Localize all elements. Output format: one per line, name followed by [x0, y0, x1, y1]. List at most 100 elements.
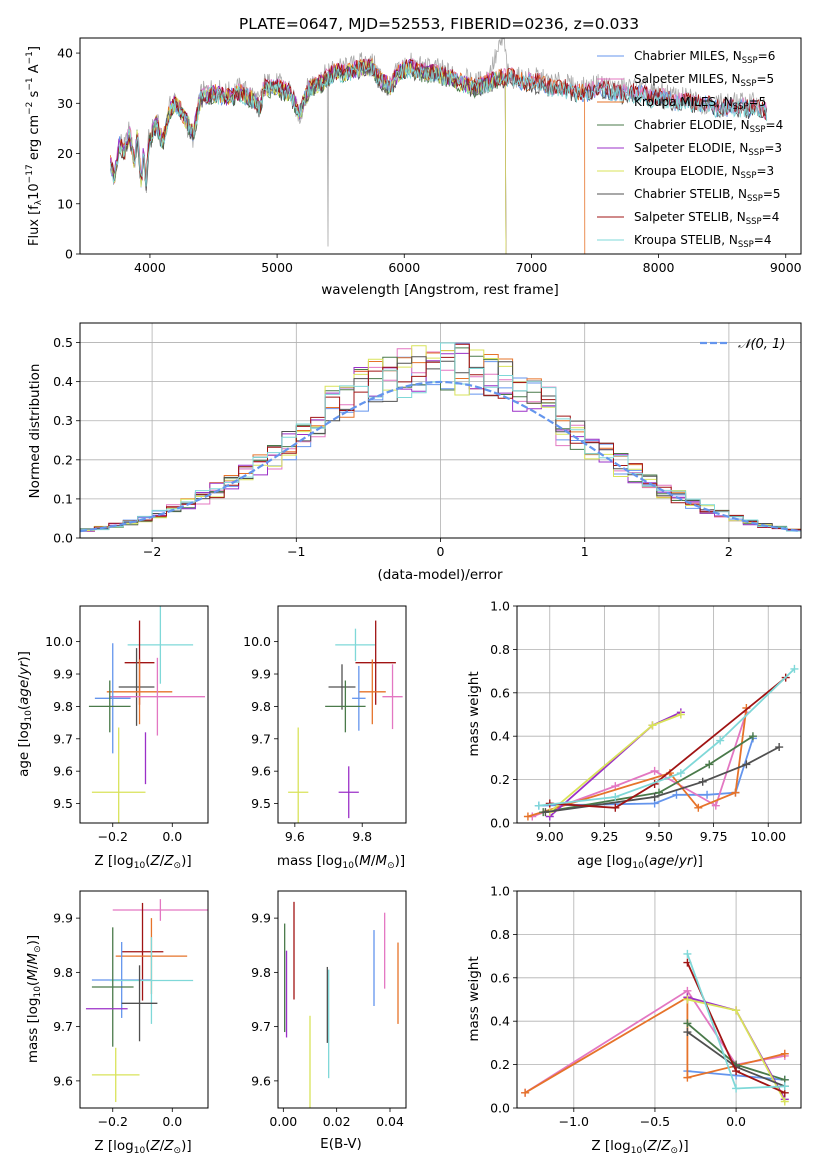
p4-ytick-label: 10.0 — [243, 634, 271, 649]
plus-marker — [672, 790, 681, 799]
p1-axes-frame — [79, 37, 802, 255]
p5-xtick-label: 9.00 — [536, 829, 564, 844]
massweight-age-ylabel: mass weight — [466, 671, 482, 756]
p2-ytick-label: 0.5 — [53, 335, 73, 350]
p4-xtick-label: 9.6 — [285, 829, 305, 844]
massweight-series — [541, 743, 784, 817]
legend-entry-label: Kroupa ELODIE, NSSP=3 — [634, 164, 774, 181]
p8-ytick-label: 1.0 — [490, 884, 510, 899]
normal-reference-curve — [80, 380, 801, 533]
p3-ytick-label: 9.9 — [53, 667, 73, 682]
plus-marker — [611, 803, 620, 812]
errorbar-point — [91, 927, 134, 1047]
p2-ytick-label: 0.1 — [53, 491, 73, 506]
legend-entry-label: Kroupa MILES, NSSP=5 — [634, 95, 766, 112]
errorbar-point — [109, 937, 194, 1024]
p3-axes-frame — [79, 605, 209, 824]
p8-ytick-label: 0.4 — [490, 1014, 510, 1029]
p2-ytick-label: 0.4 — [53, 374, 73, 389]
p8-xtick-label: −0.5 — [640, 1114, 670, 1129]
plus-marker — [611, 792, 620, 801]
plus-marker — [780, 1097, 789, 1106]
p7-xtick-label: 0.00 — [269, 1114, 297, 1129]
plus-marker — [731, 788, 740, 797]
p1-xtick-label: 9000 — [770, 260, 802, 275]
p1-xtick-label: 7000 — [516, 260, 548, 275]
p5-xtick-label: 10.00 — [750, 829, 786, 844]
legend-entry-label: Salpeter STELIB, NSSP=4 — [634, 210, 779, 227]
age-mass-xlabel: mass [log10(M/M⊙)] — [277, 853, 405, 871]
p2-xtick-label: −2 — [143, 544, 161, 559]
p4-ytick-label: 9.9 — [251, 667, 271, 682]
errorbar-point — [91, 727, 146, 823]
plus-marker — [611, 782, 620, 791]
p5-ytick-label: 0.8 — [490, 642, 510, 657]
massweight-series — [545, 710, 685, 817]
p1-xtick-label: 8000 — [643, 260, 675, 275]
spectrum-series-group — [110, 38, 768, 254]
p5-xtick-label: 9.25 — [590, 829, 618, 844]
p1-ytick-label: 20 — [57, 146, 73, 161]
mass-vs-metallicity-panel: −0.2 0.0 9.6 9.7 9.8 9.9 Z [log10(Z/Z⊙)] mass… — [25, 890, 209, 1156]
massweight-z-xlabel: Z [log10(Z/Z⊙)] — [591, 1138, 688, 1156]
errorbar-point — [335, 628, 376, 662]
plus-marker — [650, 766, 659, 775]
p1-ytick-label: 30 — [57, 96, 73, 111]
p6-ytick-label: 9.9 — [53, 911, 73, 926]
plus-marker — [683, 1073, 692, 1082]
legend-entry-label: Chabrier MILES, NSSP=6 — [634, 49, 775, 66]
histogram-step-line — [80, 342, 801, 538]
massweight-series — [683, 995, 789, 1106]
p3-xtick-label: −0.2 — [98, 829, 128, 844]
p8-axes-frame — [516, 890, 802, 1109]
p3-ytick-label: 9.6 — [53, 764, 73, 779]
p6-xtick-label: 0.0 — [162, 1114, 182, 1129]
p5-ytick-label: 0.6 — [490, 685, 510, 700]
p6-ytick-label: 9.8 — [53, 965, 73, 980]
histogram-ylabel: Normed distribution — [27, 364, 43, 499]
massweight-line — [549, 676, 787, 809]
plus-marker — [705, 760, 714, 769]
p5-ytick-label: 0.2 — [490, 772, 510, 787]
p3-ytick-label: 10.0 — [45, 634, 73, 649]
p1-xtick-label: 5000 — [261, 260, 293, 275]
legend-entry-label: Salpeter ELODIE, NSSP=3 — [634, 141, 782, 158]
plus-marker — [676, 710, 685, 719]
p1-ytick-label: 40 — [57, 46, 73, 61]
plus-marker — [648, 721, 657, 730]
massweight-series — [534, 664, 799, 810]
p8-ytick-label: 0.2 — [490, 1057, 510, 1072]
p4-ytick-label: 9.7 — [251, 731, 271, 746]
legend-entry-label: Kroupa STELIB, NSSP=4 — [634, 233, 772, 250]
p1-ytick-label: 10 — [57, 196, 73, 211]
errorbar-point — [106, 659, 173, 725]
errorbar-point — [91, 1047, 140, 1103]
legend-entry-label: Chabrier ELODIE, NSSP=4 — [634, 118, 783, 135]
errorbar-point — [121, 902, 164, 1001]
p8-ytick-label: 0.0 — [490, 1101, 510, 1116]
plus-marker — [780, 1049, 789, 1058]
legend-entry-label: Chabrier STELIB, NSSP=5 — [634, 187, 781, 204]
age-z-xlabel: Z [log10(Z/Z⊙)] — [94, 853, 191, 871]
p5-xtick-label: 9.50 — [645, 829, 673, 844]
p2-ytick-label: 0.0 — [53, 531, 73, 546]
p4-ytick-label: 9.8 — [251, 699, 271, 714]
p6-axes-frame — [79, 890, 209, 1109]
p4-axes-frame — [277, 605, 407, 824]
plus-marker — [676, 769, 685, 778]
p8-ytick-label: 0.8 — [490, 927, 510, 942]
errorbar-point — [358, 659, 386, 725]
residual-histogram-panel: 𝒩(0, 1) −2 −1 0 1 2 0.0 0.1 0.2 0.3 0.4 0.5 (data-… — [27, 322, 802, 583]
plus-marker — [790, 664, 799, 673]
p2-xtick-label: 0 — [437, 544, 445, 559]
spectrum-legend: Chabrier MILES, NSSP=6 Salpeter MILES, NS… — [597, 49, 783, 250]
p2-xtick-label: 1 — [581, 544, 589, 559]
mass-z-xlabel: Z [log10(Z/Z⊙)] — [94, 1138, 191, 1156]
p3-xtick-label: 0.0 — [162, 829, 182, 844]
p4-xtick-label: 9.8 — [352, 829, 372, 844]
histogram-xlabel: (data-model)/error — [377, 567, 503, 583]
p4-ytick-label: 9.5 — [251, 796, 271, 811]
p3-ytick-label: 9.5 — [53, 796, 73, 811]
errorbar-point — [355, 620, 396, 705]
